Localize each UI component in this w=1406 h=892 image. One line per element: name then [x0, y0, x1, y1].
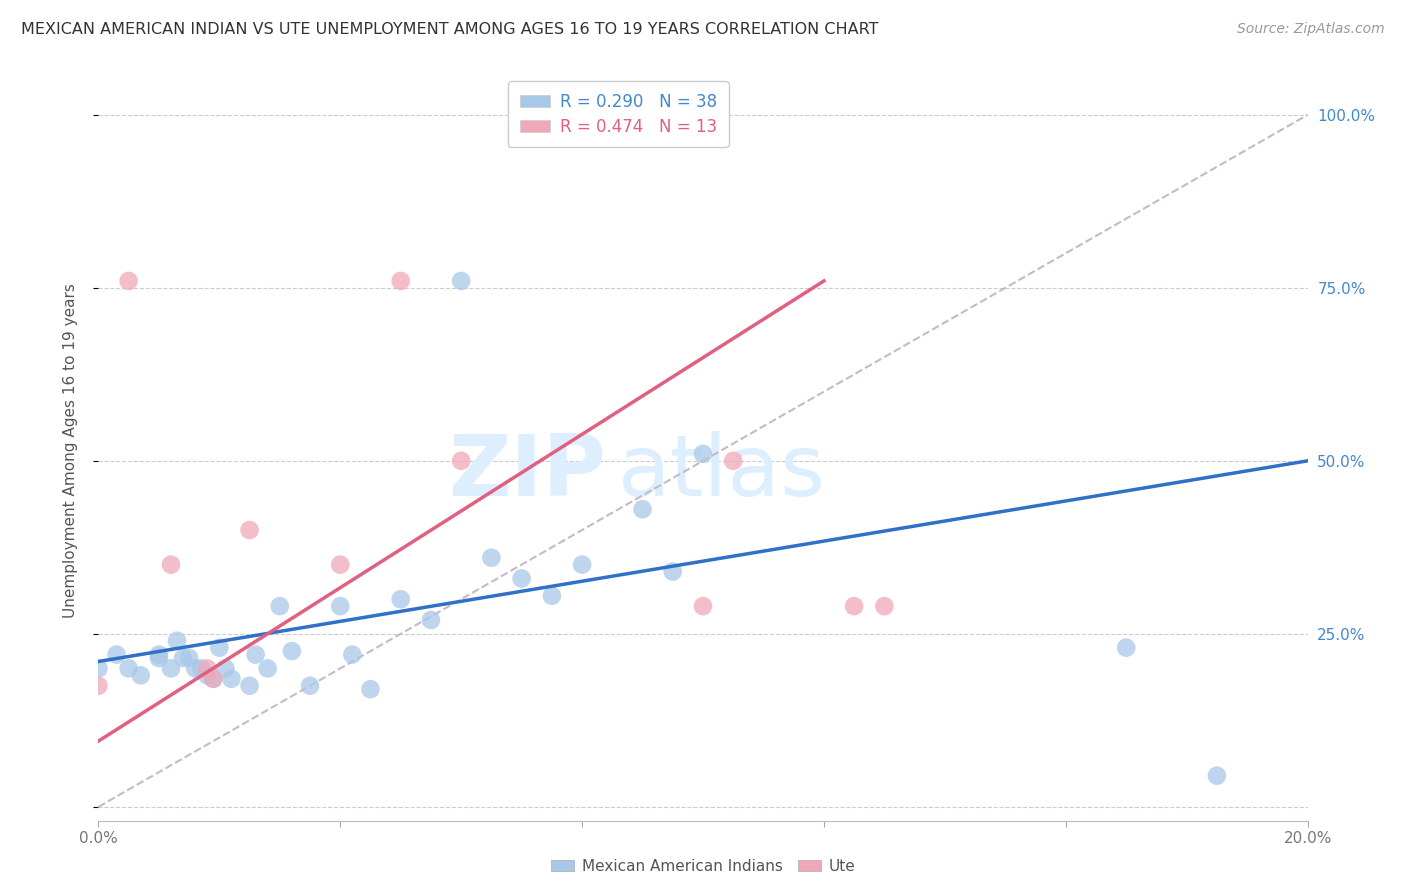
- Y-axis label: Unemployment Among Ages 16 to 19 years: Unemployment Among Ages 16 to 19 years: [63, 283, 77, 618]
- Point: [172, 651, 194, 665]
- Point: [202, 672, 225, 686]
- Point: [245, 648, 267, 662]
- Text: Source: ZipAtlas.com: Source: ZipAtlas.com: [1237, 22, 1385, 37]
- Point: [1115, 640, 1137, 655]
- Point: [692, 599, 714, 614]
- Point: [661, 565, 683, 579]
- Point: [389, 592, 412, 607]
- Point: [184, 661, 207, 675]
- Point: [160, 558, 183, 572]
- Point: [195, 668, 218, 682]
- Point: [1206, 769, 1229, 783]
- Point: [129, 668, 152, 682]
- Point: [269, 599, 291, 614]
- Point: [166, 633, 188, 648]
- Point: [179, 651, 201, 665]
- Point: [692, 447, 714, 461]
- Point: [118, 274, 141, 288]
- Point: [389, 274, 412, 288]
- Point: [87, 661, 110, 675]
- Point: [221, 672, 243, 686]
- Point: [202, 672, 225, 686]
- Point: [844, 599, 866, 614]
- Point: [239, 679, 262, 693]
- Point: [873, 599, 896, 614]
- Point: [540, 589, 562, 603]
- Point: [723, 454, 745, 468]
- Point: [481, 550, 503, 565]
- Point: [510, 572, 533, 586]
- Point: [329, 599, 352, 614]
- Point: [360, 682, 382, 697]
- Point: [450, 274, 472, 288]
- Point: [195, 661, 218, 675]
- Point: [571, 558, 593, 572]
- Point: [420, 613, 443, 627]
- Point: [329, 558, 352, 572]
- Point: [118, 661, 141, 675]
- Point: [87, 679, 110, 693]
- Point: [631, 502, 654, 516]
- Legend: R = 0.290   N = 38, R = 0.474   N = 13: R = 0.290 N = 38, R = 0.474 N = 13: [508, 81, 728, 147]
- Point: [148, 648, 170, 662]
- Point: [208, 640, 231, 655]
- Point: [148, 651, 170, 665]
- Text: atlas: atlas: [619, 431, 827, 514]
- Text: ZIP: ZIP: [449, 431, 606, 514]
- Point: [239, 523, 262, 537]
- Point: [214, 661, 236, 675]
- Point: [299, 679, 322, 693]
- Legend: Mexican American Indians, Ute: Mexican American Indians, Ute: [546, 853, 860, 880]
- Text: MEXICAN AMERICAN INDIAN VS UTE UNEMPLOYMENT AMONG AGES 16 TO 19 YEARS CORRELATIO: MEXICAN AMERICAN INDIAN VS UTE UNEMPLOYM…: [21, 22, 879, 37]
- Point: [105, 648, 128, 662]
- Point: [342, 648, 364, 662]
- Point: [190, 661, 212, 675]
- Point: [281, 644, 304, 658]
- Point: [256, 661, 278, 675]
- Point: [450, 454, 472, 468]
- Point: [160, 661, 183, 675]
